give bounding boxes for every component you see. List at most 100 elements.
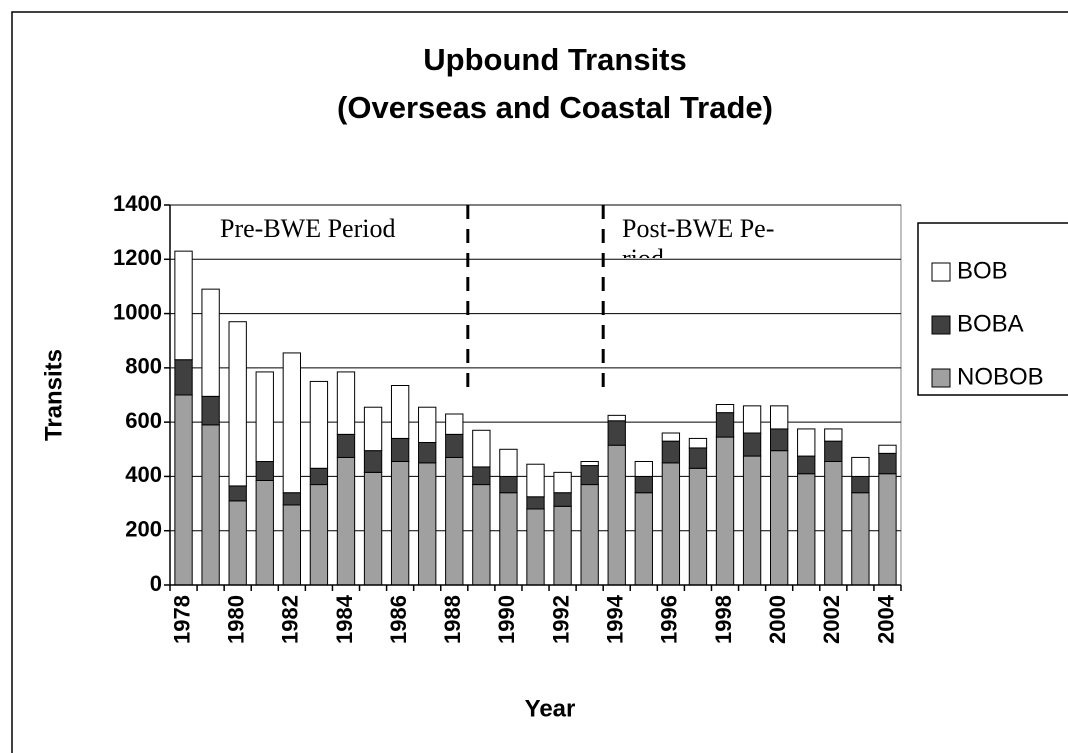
bar-segment [228,500,247,586]
bar-segment [553,492,572,507]
bar-segment [390,437,410,462]
bar-segment [553,505,572,586]
bar-segment [472,484,491,586]
bar-segment [797,455,816,475]
x-tick-label: 1996 [657,595,682,644]
bar-segment [851,456,870,477]
bar-segment [174,394,193,586]
bar-segment [499,492,518,586]
bar-segment [770,405,789,430]
bar-segment [797,473,816,586]
annotation: riod [622,244,664,273]
bar-segment [363,406,383,452]
legend-swatch [931,315,951,335]
x-tick-label: 1978 [169,595,194,644]
x-tick-label: 1998 [711,595,736,644]
bar-segment [770,428,789,452]
bar-segment [228,321,247,487]
bar-segment [607,444,626,586]
bar-segment [878,473,897,586]
x-tick-label: 1980 [223,595,248,644]
bar-segment [282,492,301,506]
bar-segment [255,480,274,586]
legend-swatch [931,368,951,388]
legend-box [917,222,1068,396]
bar-segment [201,424,220,586]
bar-segment [363,450,383,473]
bar-segment [742,405,762,434]
bar-segment [580,465,599,486]
bar-segment [607,414,626,422]
y-tick-label: 1200 [113,245,162,270]
bar-segment [309,380,329,469]
bar-segment [255,371,274,462]
bar-segment [390,385,410,439]
x-tick-label: 2002 [819,595,844,644]
bar-segment [445,456,464,586]
bar-segment [797,428,816,457]
bar-segment [255,461,274,481]
x-tick-label: 2004 [873,594,898,644]
chart-title: Upbound Transits [423,42,687,77]
bar-segment [499,475,518,494]
bar-segment [688,437,708,449]
bar-segment [336,433,356,458]
y-tick-label: 1000 [113,299,162,324]
x-tick-label: 1994 [603,594,628,644]
bar-segment [580,461,599,467]
bar-segment [336,456,356,586]
y-axis-label: Transits [40,349,67,441]
bar-segment [688,447,708,469]
bar-segment [634,475,653,494]
bar-segment [851,475,870,494]
annotation: Pre-BWE Period [220,214,395,243]
bar-segment [526,508,545,586]
bar-segment [201,395,220,426]
x-tick-label: 2000 [765,595,790,644]
bar-segment [526,463,545,498]
y-tick-label: 600 [125,408,162,433]
bar-segment [661,432,681,442]
bar-segment [661,462,681,586]
bar-segment [228,485,247,502]
x-tick-label: 1990 [494,595,519,644]
x-axis-label: Year [525,695,576,722]
legend-label: BOB [957,257,1008,284]
bar-segment [878,444,897,454]
y-tick-label: 800 [125,354,162,379]
bar-segment [418,442,437,464]
bar-segment [634,492,653,586]
bar-segment [282,504,301,586]
x-tick-label: 1982 [278,595,303,644]
bar-segment [688,467,708,586]
bar-segment [526,496,545,510]
bar-segment [878,452,897,475]
bar-segment [174,250,193,361]
bar-segment [607,420,626,446]
bar-segment [390,461,410,586]
bar-segment [309,484,329,586]
bar-segment [742,432,762,457]
y-tick-label: 400 [125,462,162,487]
annotation: Post-BWE Pe- [622,214,774,243]
y-tick-label: 200 [125,517,162,542]
bar-segment [472,429,491,468]
frame [11,11,1068,753]
bar-segment [174,359,193,396]
y-tick-label: 0 [150,571,162,596]
bar-segment [851,492,870,586]
bar-segment [770,450,789,586]
bar-segment [715,404,735,414]
bar-segment [309,467,329,486]
bar-segment [715,436,735,586]
bar-segment [742,455,762,586]
bar-segment [363,471,383,586]
bar-segment [499,448,518,477]
bar-segment [580,484,599,586]
x-tick-label: 1988 [440,595,465,644]
legend-label: NOBOB [957,363,1044,390]
y-tick-label: 1400 [113,191,162,216]
x-tick-label: 1984 [332,594,357,644]
bar-segment [824,428,843,442]
